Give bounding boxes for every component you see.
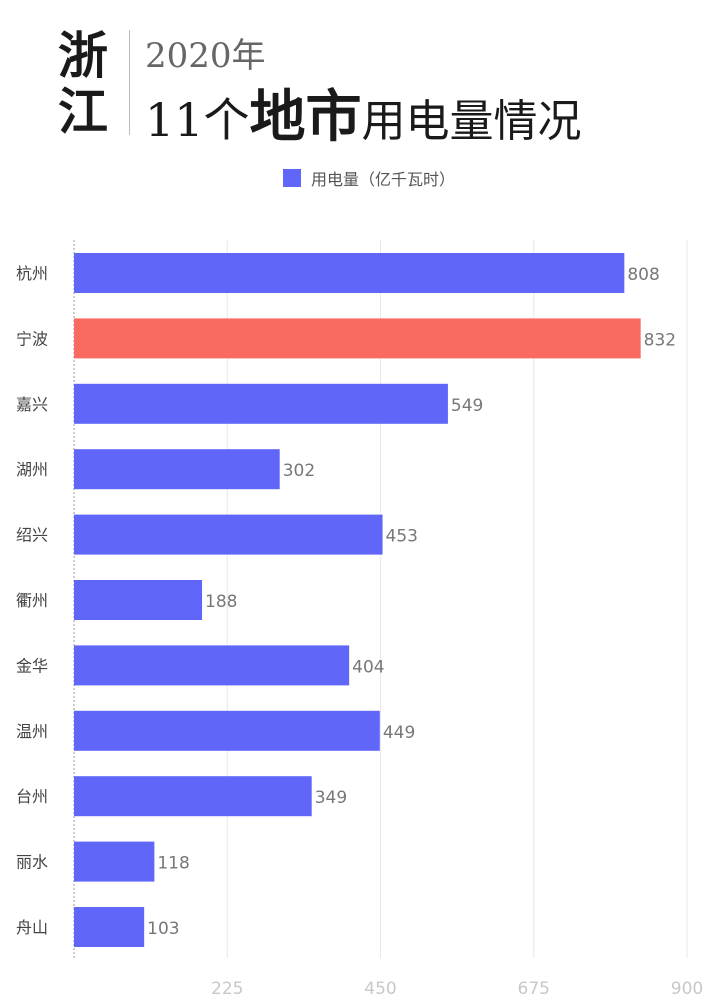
data-label: 404 xyxy=(352,657,384,677)
bar xyxy=(74,907,145,947)
data-label: 808 xyxy=(627,265,659,285)
title-divider xyxy=(129,30,130,135)
y-tick-label: 丽水 xyxy=(16,853,48,872)
x-tick-label: 900 xyxy=(671,979,703,999)
x-tick-label: 450 xyxy=(364,979,396,999)
data-label: 349 xyxy=(315,788,347,808)
title-part-bold: 地市 xyxy=(249,84,362,150)
bar xyxy=(74,383,448,424)
y-tick-label: 台州 xyxy=(16,787,48,806)
x-tick-label: 675 xyxy=(518,979,550,999)
y-tick-label: 杭州 xyxy=(16,264,48,283)
x-tick-label: 225 xyxy=(211,979,243,999)
bar xyxy=(74,318,641,359)
bar xyxy=(74,776,312,817)
bar xyxy=(74,253,625,293)
y-tick-label: 绍兴 xyxy=(16,526,48,545)
data-label: 103 xyxy=(147,919,179,939)
bar xyxy=(74,645,350,686)
data-label: 832 xyxy=(644,330,676,350)
data-label: 188 xyxy=(205,592,237,612)
title-region: 浙江 xyxy=(58,26,108,141)
chart-subtitle: 2020年 xyxy=(145,36,266,76)
y-tick-label: 舟山 xyxy=(16,918,48,937)
legend-label: 用电量（亿千瓦时） xyxy=(311,170,456,189)
data-label: 449 xyxy=(383,723,415,743)
chart-title: 11个地市用电量情况 xyxy=(145,72,582,153)
data-label: 453 xyxy=(386,527,418,547)
bar xyxy=(74,449,280,490)
y-tick-label: 衢州 xyxy=(16,591,48,610)
data-label: 118 xyxy=(157,854,189,874)
legend-swatch xyxy=(283,169,301,187)
title-part: 用电量情况 xyxy=(361,96,582,147)
bar xyxy=(74,514,383,555)
data-label: 302 xyxy=(283,461,315,481)
data-label: 549 xyxy=(451,396,483,416)
legend: 用电量（亿千瓦时） xyxy=(283,166,455,190)
title-part: 11个 xyxy=(145,93,250,147)
y-tick-label: 金华 xyxy=(16,656,48,675)
y-tick-label: 湖州 xyxy=(16,460,48,479)
bar xyxy=(74,580,203,620)
y-tick-label: 温州 xyxy=(16,722,48,741)
y-tick-label: 宁波 xyxy=(16,329,48,348)
bar xyxy=(74,710,380,751)
y-tick-label: 嘉兴 xyxy=(16,395,48,414)
bar xyxy=(74,841,155,882)
